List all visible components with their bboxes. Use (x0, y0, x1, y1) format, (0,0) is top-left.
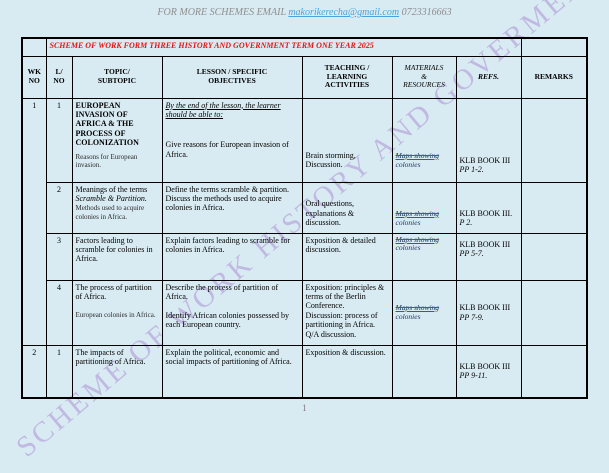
objectives-cell: Describe the process of partition of Afr… (161, 279, 303, 346)
materials-underline: Maps showing (396, 235, 440, 244)
materials-underline: Maps showing (396, 151, 440, 160)
ref-pages: PP 7-9. (459, 312, 484, 322)
objectives-cell: Explain factors leading to scramble for … (161, 232, 303, 281)
topic-text: The impacts of partitioning of Africa. (75, 347, 146, 366)
topic-text: Meanings of the terms (75, 184, 148, 194)
materials-text-line2: colonies (395, 217, 421, 227)
remarks-cell (520, 97, 588, 183)
title-row-left-cell (21, 37, 47, 57)
ref-book: KLB BOOK III (459, 155, 511, 165)
ref-pages: P 2. (459, 218, 473, 228)
materials-underline: Maps showing (396, 209, 440, 218)
table-row: 2 Meanings of the terms Scramble & Parti… (22, 181, 588, 234)
topic-note: European colonies in Africa. (75, 311, 156, 320)
objectives-cell: Explain the political, economic and soci… (161, 344, 303, 399)
ref-book: KLB BOOK III. (459, 208, 513, 218)
email-link[interactable]: makorikerecha@gmail.com (288, 7, 400, 18)
ref-book: KLB BOOK III (459, 303, 511, 313)
materials-cell: Maps showing colonies (391, 181, 457, 234)
remarks-cell (520, 181, 588, 234)
lesson-no-cell: 1 (45, 344, 73, 399)
lesson-no-cell: 1 (45, 97, 73, 183)
wk-no-cell: 1 (21, 97, 47, 346)
materials-text-line1: Maps showing (395, 302, 440, 312)
materials-underline: Maps showing (396, 303, 440, 312)
materials-text-line2: colonies (395, 243, 421, 253)
topic-cell: Factors leading to scramble for colonies… (71, 232, 163, 281)
refs-cell: KLB BOOK III PP 1-2. (455, 97, 522, 183)
table-title-row: SCHEME OF WORK FORM THREE HISTORY AND GO… (21, 37, 588, 57)
objectives-cell: By the end of the lesson, the learner sh… (161, 97, 303, 183)
refs-cell: KLB BOOK III PP 9-11. (455, 344, 522, 399)
activities-cell: Exposition: principles & terms of the Be… (301, 279, 393, 346)
materials-text-line1: Maps showing (395, 150, 440, 160)
ref-book: KLB BOOK III (459, 239, 511, 249)
ref-book: KLB BOOK III (459, 361, 511, 371)
ref-pages: PP 9-11. (459, 371, 488, 381)
materials-cell: Maps showing colonies (391, 97, 457, 183)
topic-note: Reasons for European invasion. (75, 152, 138, 169)
col-header-remarks: REMARKS (520, 55, 588, 99)
scheme-of-work-table: SCHEME OF WORK FORM THREE HISTORY AND GO… (21, 37, 588, 399)
col-header-objectives: LESSON / SPECIFIC OBJECTIVES (161, 55, 303, 99)
col-header-wk-no: WK NO (21, 55, 47, 99)
lesson-no-cell: 2 (45, 181, 73, 234)
materials-cell (391, 344, 457, 399)
wk-no-cell: 2 (21, 344, 47, 399)
topic-cell: Meanings of the terms Scramble & Partiti… (71, 181, 163, 234)
refs-cell: KLB BOOK III PP 5-7. (455, 232, 522, 281)
objectives-text: Give reasons for European invasion of Af… (165, 140, 289, 159)
col-header-l-no: L/ NO (45, 55, 73, 99)
refs-cell: KLB BOOK III PP 7-9. (455, 279, 522, 346)
activities-cell: Brain storming, Discussion. (301, 97, 393, 183)
activities-cell: Oral questions, explanations & discussio… (301, 181, 393, 234)
topic-text-italic: Scramble & Partition. (75, 193, 147, 203)
lesson-no-cell: 3 (45, 232, 73, 281)
materials-cell: Maps showing colonies (391, 232, 457, 281)
objectives-intro: By the end of the lesson, the learner sh… (165, 100, 281, 119)
col-header-refs: REFS. (455, 55, 522, 99)
topic-title: EUROPEAN INVASION OF AFRICA & THE PROCES… (75, 100, 139, 148)
remarks-cell (520, 279, 588, 346)
col-header-activities: TEACHING / LEARNING ACTIVITIES (301, 55, 393, 99)
document-title: SCHEME OF WORK FORM THREE HISTORY AND GO… (45, 37, 522, 57)
remarks-cell (520, 232, 588, 281)
materials-text-line2: colonies (395, 159, 421, 169)
table-row: 3 Factors leading to scramble for coloni… (22, 232, 588, 281)
header-phone: 0723316663 (399, 7, 452, 18)
col-header-topic: TOPIC/ SUBTOPIC (71, 55, 163, 99)
activities-cell: Exposition & discussion. (301, 344, 393, 399)
col-header-materials: MATERIALS & RESOURCES (391, 55, 457, 99)
remarks-cell (520, 344, 588, 399)
materials-text-line1: Maps showing (395, 234, 440, 244)
table-row: 4 The process of partition of Africa. Eu… (22, 279, 588, 346)
ref-pages: PP 5-7. (459, 248, 484, 258)
materials-text-line1: Maps showing (395, 208, 440, 218)
objectives-cell: Define the terms scramble & partition. D… (161, 181, 303, 234)
page-number: 1 (302, 403, 307, 413)
lesson-no-cell: 4 (45, 279, 73, 346)
topic-cell: The process of partition of Africa. Euro… (71, 279, 163, 346)
header-note: FOR MORE SCHEMES EMAIL makorikerecha@gma… (0, 7, 609, 18)
materials-cell: Maps showing colonies (391, 279, 457, 346)
topic-note: Methods used to acquire colonies in Afri… (75, 204, 145, 221)
topic-text: Factors leading to scramble for colonies… (75, 235, 153, 264)
table-header-row: WK NO L/ NO TOPIC/ SUBTOPIC LESSON / SPE… (21, 55, 588, 99)
refs-cell: KLB BOOK III. P 2. (455, 181, 522, 234)
topic-text: The process of partition of Africa. (75, 282, 152, 301)
document-page: SCHEME OF WORK HISTORY AND GOVERMENT 202… (0, 0, 609, 463)
materials-text-line2: colonies (395, 311, 421, 321)
activities-cell: Exposition & detailed discussion. (301, 232, 393, 281)
table-row: 2 1 The impacts of partitioning of Afric… (21, 344, 588, 399)
title-row-right-cell (520, 37, 588, 57)
header-note-prefix: FOR MORE SCHEMES EMAIL (157, 7, 289, 18)
table-row: 1 1 EUROPEAN INVASION OF AFRICA & THE PR… (21, 97, 588, 346)
topic-cell: EUROPEAN INVASION OF AFRICA & THE PROCES… (71, 97, 163, 183)
topic-cell: The impacts of partitioning of Africa. (71, 344, 163, 399)
ref-pages: PP 1-2. (459, 165, 484, 175)
